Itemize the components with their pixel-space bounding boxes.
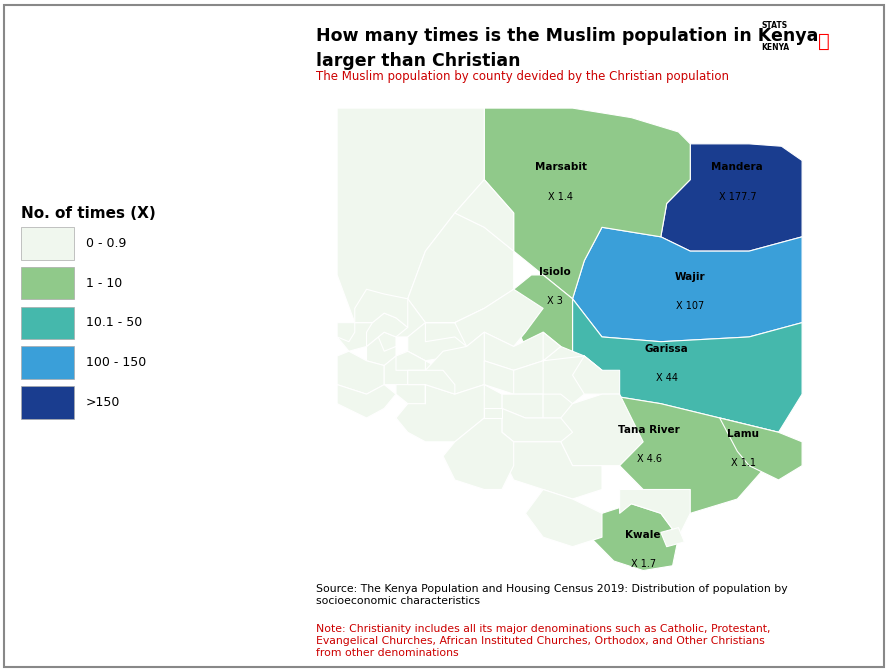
- Text: 0 - 0.9: 0 - 0.9: [85, 237, 126, 250]
- Text: Note: Christianity includes all its major denominations such as Catholic, Protes: Note: Christianity includes all its majo…: [316, 624, 771, 658]
- Text: How many times is the Muslim population in Kenya: How many times is the Muslim population …: [316, 27, 818, 45]
- Text: Isiolo: Isiolo: [539, 267, 570, 277]
- FancyBboxPatch shape: [21, 307, 74, 340]
- FancyBboxPatch shape: [21, 346, 74, 379]
- Text: Wajir: Wajir: [675, 272, 706, 282]
- Text: Lamu: Lamu: [727, 429, 759, 440]
- Text: larger than Christian: larger than Christian: [316, 52, 521, 70]
- Text: X 1.1: X 1.1: [731, 458, 756, 468]
- Text: Tana River: Tana River: [619, 425, 680, 435]
- FancyBboxPatch shape: [21, 267, 74, 299]
- Text: 🗺: 🗺: [818, 32, 829, 52]
- Text: 10.1 - 50: 10.1 - 50: [85, 316, 142, 330]
- Text: No. of times (X): No. of times (X): [21, 206, 156, 220]
- Text: X 177.7: X 177.7: [718, 192, 756, 202]
- Text: KENYA: KENYA: [761, 44, 789, 52]
- Text: X 44: X 44: [656, 373, 677, 383]
- Text: X 1.7: X 1.7: [631, 559, 656, 569]
- Text: X 3: X 3: [547, 296, 562, 306]
- Text: Mandera: Mandera: [711, 162, 764, 172]
- Text: X 1.4: X 1.4: [548, 192, 573, 202]
- Text: X 4.6: X 4.6: [636, 454, 661, 464]
- Text: Marsabit: Marsabit: [535, 162, 587, 172]
- Text: STATS: STATS: [761, 21, 788, 29]
- Text: Garissa: Garissa: [645, 344, 689, 354]
- Text: X 107: X 107: [676, 302, 704, 311]
- FancyBboxPatch shape: [21, 386, 74, 419]
- Text: Kwale: Kwale: [626, 529, 661, 539]
- Text: >150: >150: [85, 396, 120, 409]
- Text: Source: The Kenya Population and Housing Census 2019: Distribution of population: Source: The Kenya Population and Housing…: [316, 584, 788, 606]
- Text: 1 - 10: 1 - 10: [85, 277, 122, 289]
- Text: The Muslim population by county devided by the Christian population: The Muslim population by county devided …: [316, 70, 729, 82]
- FancyBboxPatch shape: [21, 227, 74, 260]
- Text: 100 - 150: 100 - 150: [85, 356, 146, 369]
